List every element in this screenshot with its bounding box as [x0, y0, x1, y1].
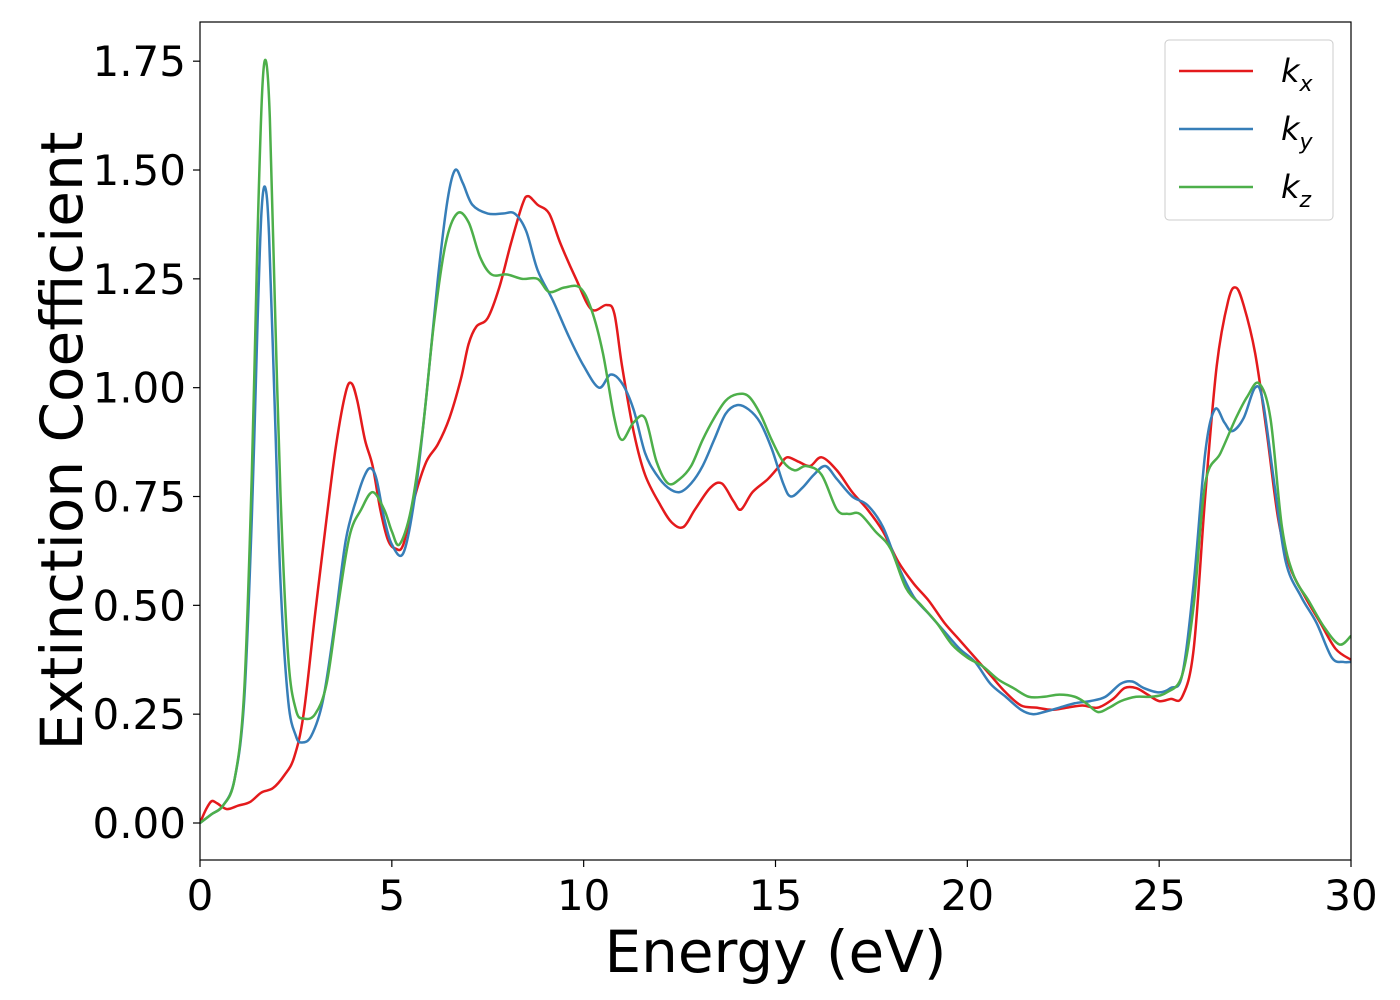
legend-label-x: kx	[1281, 52, 1314, 97]
y-tick-label: 1.50	[92, 146, 186, 195]
x-tick-label: 10	[557, 871, 610, 920]
y-tick-label: 1.25	[92, 255, 186, 304]
x-axis-title: Energy (eV)	[604, 918, 946, 986]
series-line-y	[200, 168, 1351, 824]
y-tick-label: 1.00	[92, 364, 186, 413]
legend-label-base: k	[1281, 110, 1301, 148]
x-tick-label: 30	[1324, 871, 1377, 920]
y-tick-label: 1.75	[92, 37, 186, 86]
x-tick-label: 0	[187, 871, 214, 920]
y-tick-label: 0.50	[92, 581, 186, 630]
legend-label-sub: x	[1299, 72, 1314, 97]
y-tick-label: 0.75	[92, 473, 186, 522]
legend-label-sub: z	[1299, 188, 1312, 213]
x-tick-label: 25	[1132, 871, 1185, 920]
legend-label-z: kz	[1281, 168, 1312, 213]
x-tick-label: 20	[941, 871, 994, 920]
x-tick-label: 5	[378, 871, 405, 920]
x-axis-ticks: 0 5 10 15 20 25 30	[187, 860, 1378, 920]
series-line-x	[200, 194, 1351, 824]
y-axis-title: Extinction Coefficient	[28, 132, 96, 751]
legend-label-sub: y	[1299, 130, 1314, 155]
legend-label-y: ky	[1281, 110, 1314, 155]
legend-label-base: k	[1281, 52, 1301, 90]
y-tick-label: 0.25	[92, 690, 186, 739]
x-tick-label: 15	[749, 871, 802, 920]
y-tick-label: 0.00	[92, 799, 186, 848]
plot-lines	[200, 58, 1351, 824]
series-line-z	[200, 58, 1351, 824]
legend-label-base: k	[1281, 168, 1301, 206]
y-axis-ticks: 0.00 0.25 0.50 0.75 1.00 1.25 1.50 1.75	[92, 37, 200, 848]
